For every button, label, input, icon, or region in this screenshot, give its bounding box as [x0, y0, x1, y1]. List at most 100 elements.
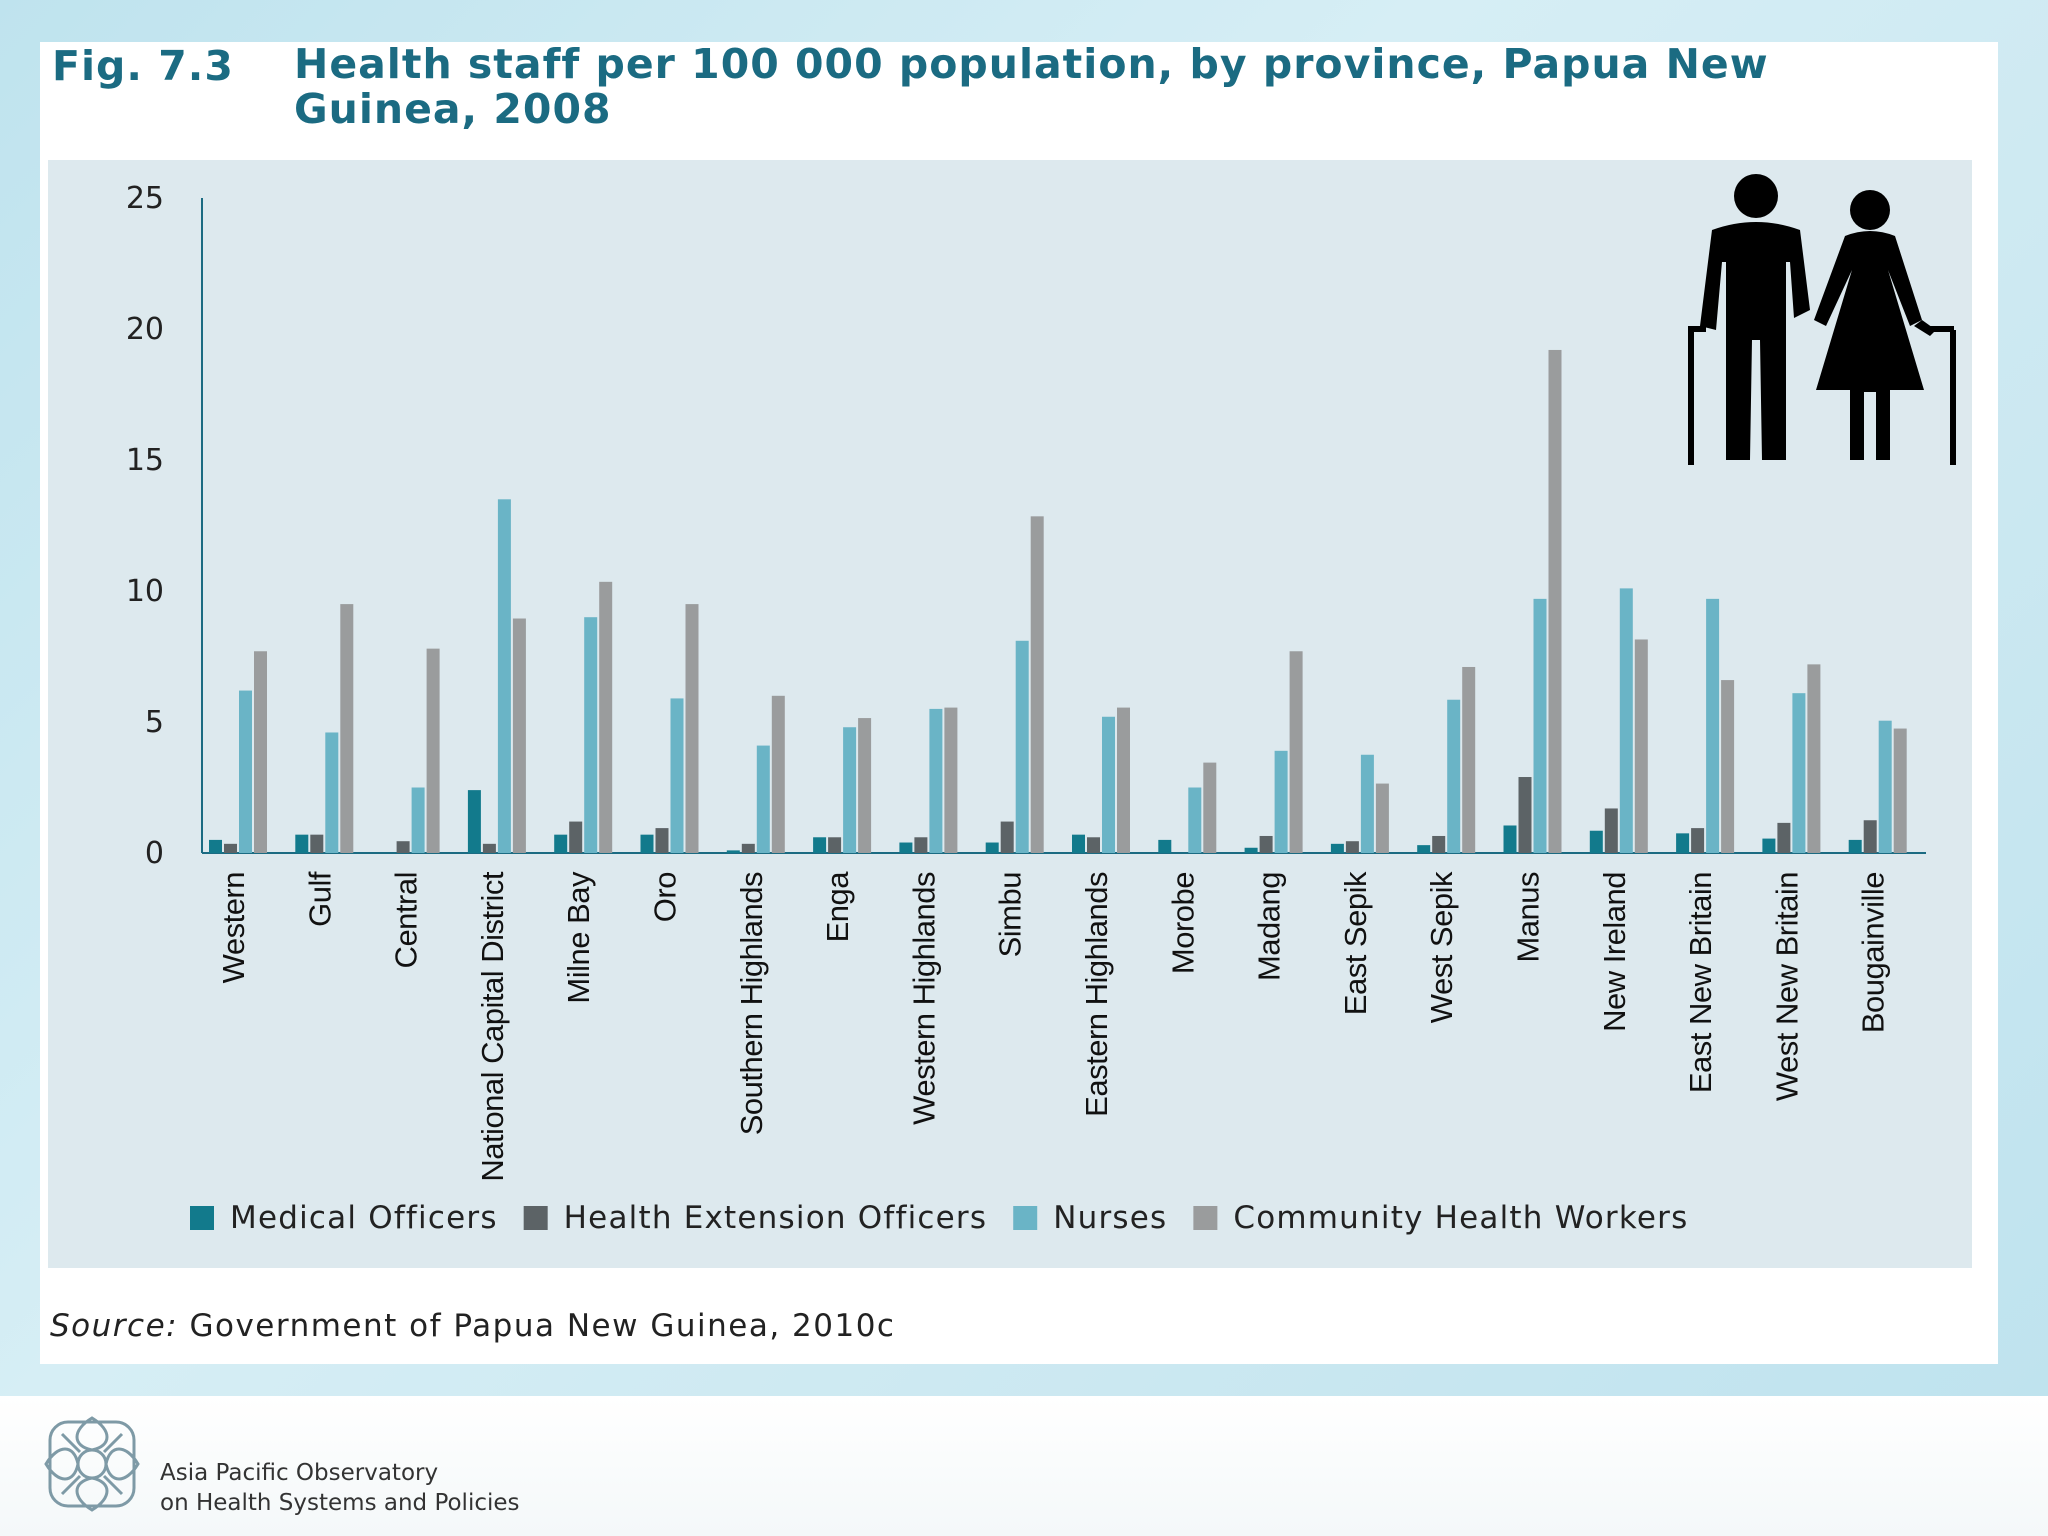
figure-panel: Fig. 7.3 Health staff per 100 000 popula… [40, 42, 1998, 1364]
bar [813, 837, 827, 853]
bar [1848, 839, 1862, 853]
y-tick-label: 15 [126, 443, 164, 478]
bar [1634, 639, 1648, 853]
x-tick-label: Gulf [302, 871, 337, 927]
bar [1188, 787, 1202, 853]
source-prefix: Source: [50, 1308, 179, 1344]
x-tick-label: Bougainville [1856, 872, 1891, 1033]
bar [325, 732, 339, 853]
y-tick-label: 25 [126, 181, 164, 216]
x-tick-label: Milne Bay [561, 871, 596, 1004]
bar [1203, 762, 1217, 853]
x-tick-label: Eastern Highlands [1079, 872, 1114, 1117]
bar [899, 842, 913, 853]
bar [1462, 666, 1476, 853]
source-note: Source: Government of Papua New Guinea, … [50, 1308, 895, 1344]
x-tick-label: Morobe [1165, 872, 1200, 974]
bar [1102, 716, 1115, 853]
bar [224, 843, 237, 853]
bar [929, 708, 943, 853]
bar [396, 841, 410, 853]
bar [1375, 783, 1389, 853]
x-tick-label: Western [216, 872, 251, 983]
bar [295, 834, 309, 853]
bar [254, 651, 267, 853]
bar [1792, 693, 1806, 853]
bar [569, 821, 583, 853]
x-tick-label: Manus [1511, 872, 1546, 963]
source-text: Government of Papua New Guinea, 2010c [189, 1308, 896, 1344]
figure-title: Health staff per 100 000 population, by … [294, 40, 1769, 133]
bar [640, 834, 654, 853]
bar [1289, 651, 1303, 853]
bar [858, 718, 872, 853]
bar [482, 843, 496, 853]
bar [584, 617, 598, 853]
x-tick-label: East Sepik [1338, 871, 1373, 1015]
legend-swatch [1193, 1206, 1218, 1230]
bar [828, 837, 842, 853]
bar [1762, 838, 1776, 853]
bar [1360, 754, 1374, 853]
bar [1878, 720, 1892, 853]
bar [554, 834, 568, 853]
bar [1087, 837, 1100, 853]
bar [599, 581, 613, 853]
x-tick-label: New Ireland [1597, 872, 1632, 1032]
bar [1691, 828, 1705, 853]
legend-swatch [523, 1206, 548, 1230]
bar [1548, 349, 1562, 853]
observatory-logo-icon [44, 1416, 140, 1512]
bar [1518, 777, 1532, 853]
x-tick-label: Central [389, 872, 424, 968]
bar [1893, 728, 1907, 853]
bar [467, 790, 481, 853]
x-tick-label: Madang [1252, 872, 1287, 981]
x-tick-label: Western Highlands [906, 872, 941, 1125]
legend-label: Health Extension Officers [564, 1200, 988, 1236]
organization-name: Asia Pacific Observatory on Health Syste… [160, 1458, 520, 1518]
bar [843, 727, 857, 853]
bar [1072, 834, 1085, 853]
bar [1807, 664, 1821, 853]
bar [1721, 680, 1735, 853]
bar [771, 695, 785, 853]
x-tick-label: Oro [648, 872, 683, 922]
legend-swatch [1013, 1206, 1038, 1230]
bar [1274, 750, 1288, 853]
bar [1244, 847, 1258, 853]
bar [1432, 835, 1446, 853]
y-tick-label: 0 [145, 836, 164, 871]
organization-name-line2: on Health Systems and Policies [160, 1490, 520, 1516]
bar [1030, 516, 1044, 853]
bar [655, 828, 669, 853]
bar [1533, 598, 1547, 853]
x-tick-label: Southern Highlands [734, 872, 769, 1135]
bar [1619, 588, 1633, 853]
bar [310, 834, 324, 853]
x-tick-label: East New Britain [1683, 872, 1718, 1093]
figure-label: Fig. 7.3 [52, 42, 234, 90]
x-tick-label: Enga [820, 871, 855, 943]
bar [1706, 598, 1720, 853]
legend-label: Community Health Workers [1233, 1200, 1688, 1236]
bar [1000, 821, 1014, 853]
bar [497, 499, 511, 853]
bar [1863, 820, 1877, 853]
bar [209, 839, 222, 853]
bar [340, 604, 354, 853]
x-tick-label: National Capital District [475, 871, 510, 1182]
bar [1604, 808, 1618, 853]
plot-background [48, 160, 1972, 1268]
bar [1330, 843, 1344, 853]
bar [239, 690, 252, 853]
legend-swatch [190, 1206, 214, 1230]
legend-label: Nurses [1053, 1200, 1167, 1236]
bar [914, 837, 928, 853]
bar [1417, 845, 1431, 853]
bar [670, 698, 684, 853]
x-tick-label: West Sepik [1424, 871, 1459, 1023]
organization-name-line1: Asia Pacific Observatory [160, 1460, 439, 1486]
elderly-couple-icon [1688, 174, 1956, 465]
